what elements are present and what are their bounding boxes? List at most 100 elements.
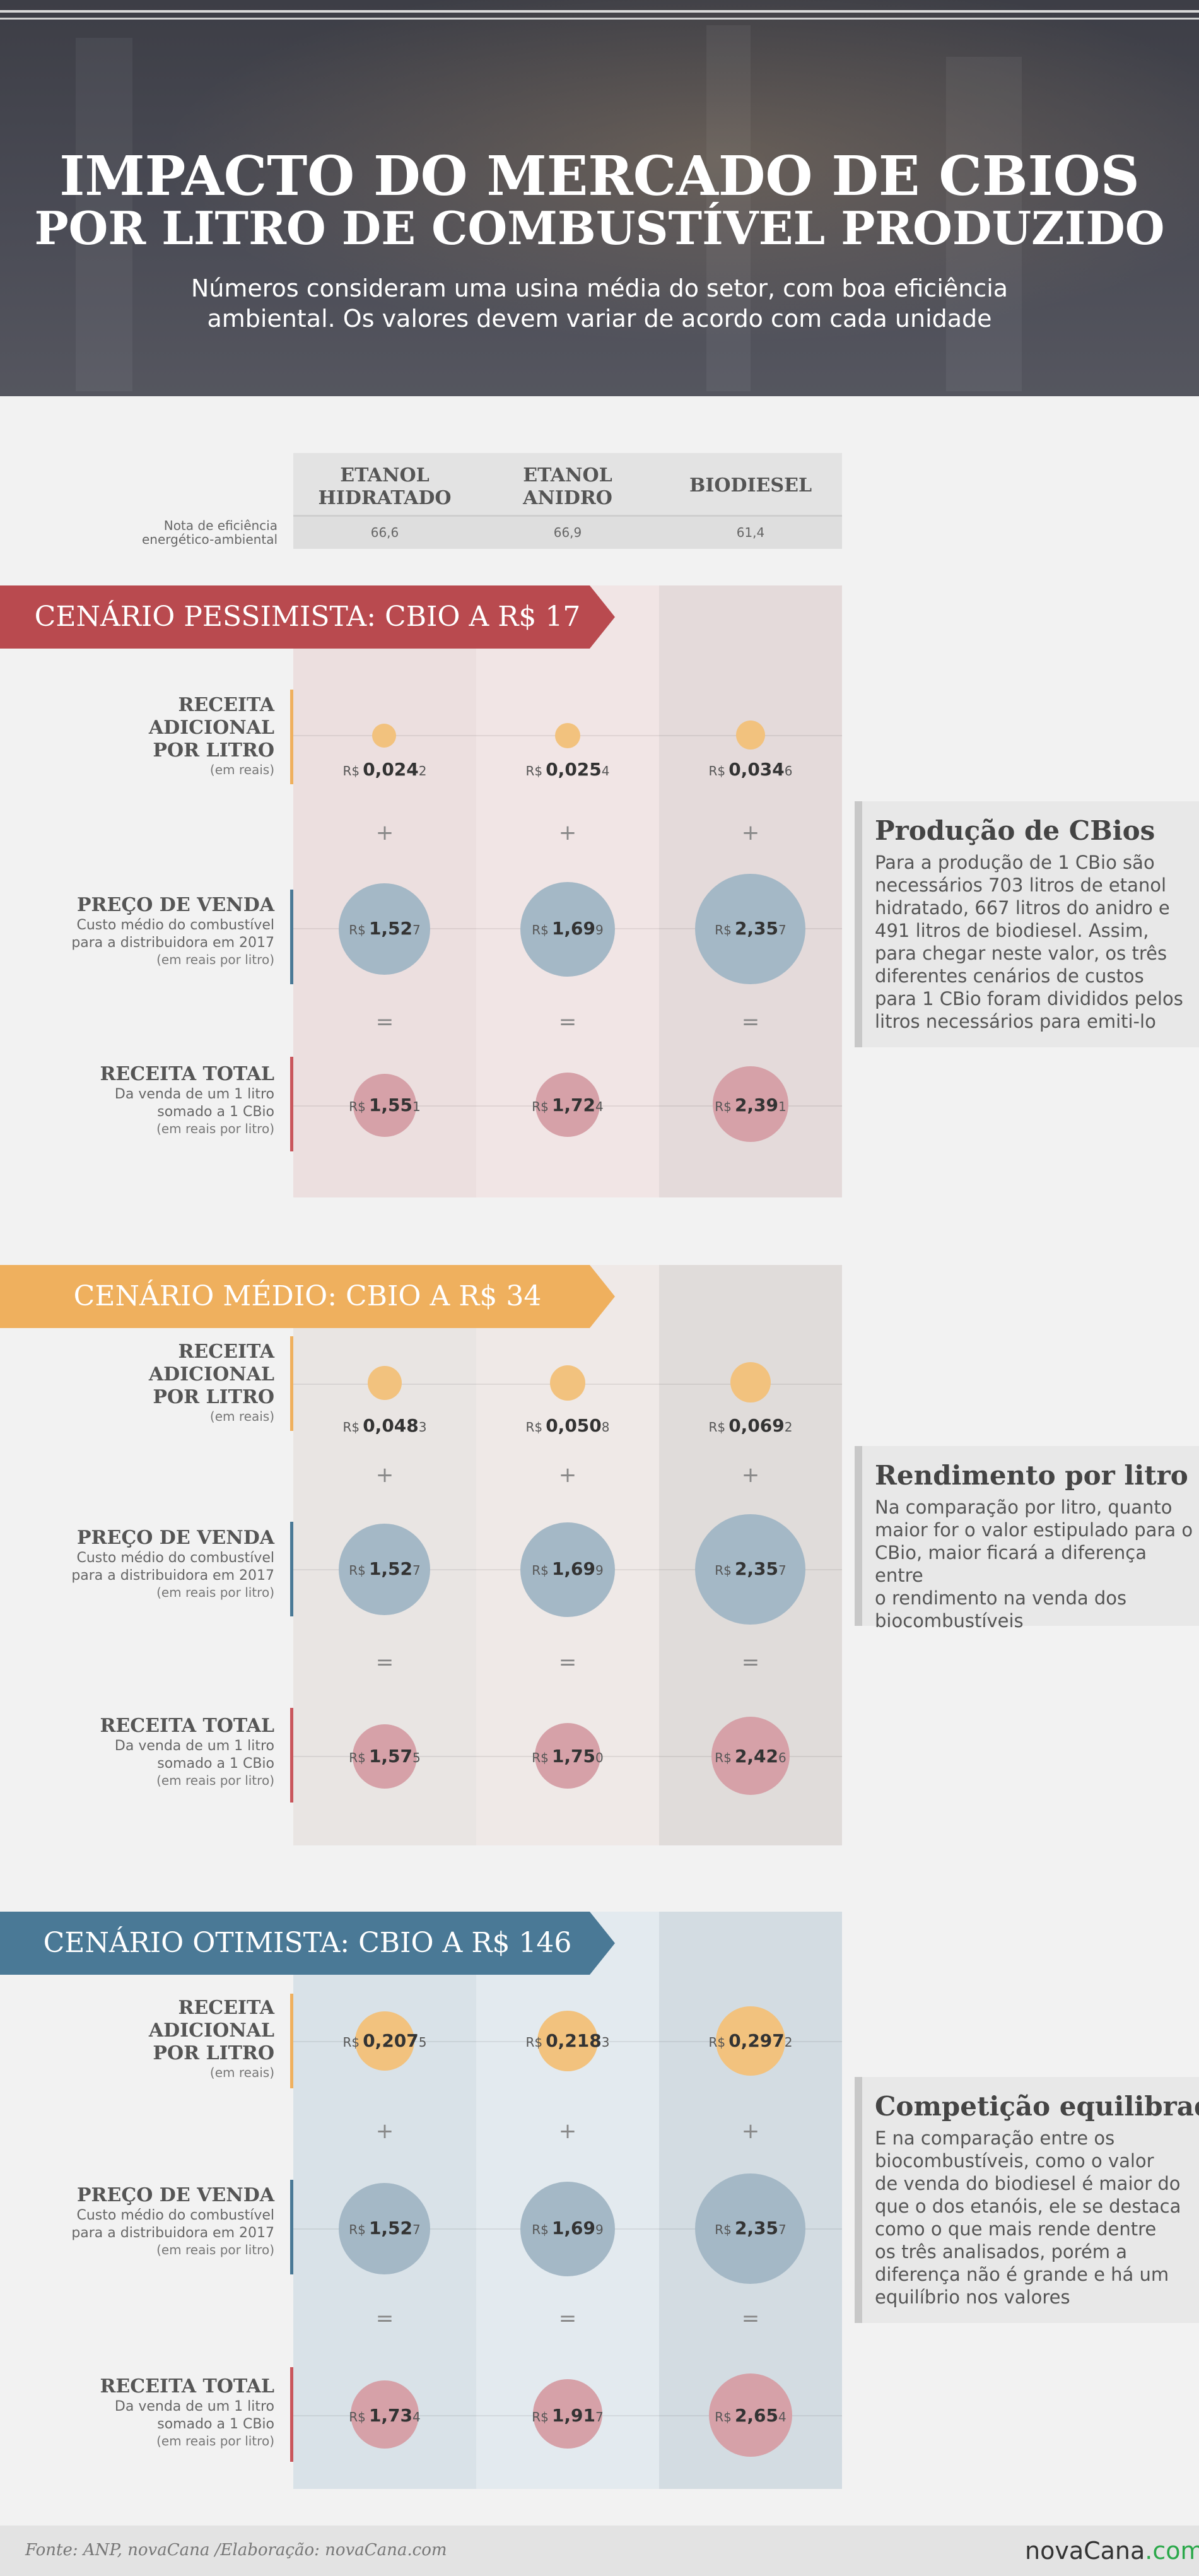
row-label-preco-venda: PREÇO DE VENDA Custo médio do combustíve…	[71, 2184, 274, 2257]
value-label: R$ 2,357	[715, 2218, 787, 2238]
row-label-receita-adicional: RECEITA ADICIONAL POR LITRO (em reais)	[148, 1997, 274, 2080]
background-decoration	[946, 57, 1022, 391]
equals-operator: =	[375, 1009, 394, 1035]
value-circle	[711, 1717, 790, 1795]
side-note-body: Na comparação por litro, quanto maior for…	[875, 1497, 1193, 1632]
side-note-title: Produção de CBios	[875, 815, 1155, 846]
value-label: R$ 0,2183	[525, 2030, 610, 2051]
top-rule	[0, 10, 1199, 13]
value-circle	[353, 1724, 417, 1789]
equals-operator: =	[375, 1650, 394, 1675]
row-indicator-bar	[290, 1708, 293, 1803]
row-indicator-bar	[290, 2180, 293, 2274]
value-circle	[339, 883, 430, 975]
row-label-preco-venda: PREÇO DE VENDA Custo médio do combustíve…	[71, 1527, 274, 1600]
value-label: R$ 1,551	[349, 1095, 421, 1115]
column-header-bg	[293, 453, 842, 516]
value-label: R$ 1,734	[349, 2405, 421, 2426]
row-indicator-bar	[290, 1994, 293, 2088]
plus-operator: +	[558, 2119, 577, 2144]
value-circle	[355, 2011, 414, 2071]
nota-value: 66,6	[370, 525, 399, 540]
value-circle	[533, 2379, 602, 2449]
side-note-producao: Produção de CBios Para a produção de 1 C…	[855, 801, 1199, 1047]
value-label: R$ 1,699	[532, 2218, 604, 2238]
equals-operator: =	[558, 2306, 577, 2331]
value-circle	[339, 1524, 430, 1615]
value-label: R$ 2,654	[715, 2405, 787, 2426]
plus-operator: +	[741, 1462, 760, 1488]
equals-operator: =	[741, 1009, 760, 1035]
value-label: R$ 2,357	[715, 918, 787, 939]
row-label-preco-venda: PREÇO DE VENDA Custo médio do combustíve…	[71, 894, 274, 967]
value-circle	[535, 1073, 600, 1137]
value-label: R$ 0,2972	[708, 2030, 793, 2051]
nota-row-bg	[293, 516, 842, 549]
value-label: R$ 0,0483	[342, 1415, 427, 1436]
side-note-competicao: Competição equilibrada E na comparação e…	[855, 2077, 1199, 2323]
value-circle	[736, 720, 765, 750]
plus-operator: +	[558, 1462, 577, 1488]
column-header-etanol-anidro: ETANOL ANIDRO	[523, 464, 612, 509]
equals-operator: =	[741, 2306, 760, 2331]
row-indicator-bar	[290, 1336, 293, 1431]
value-circle	[351, 2380, 419, 2449]
column-header-etanol-hidratado: ETANOL HIDRATADO	[318, 464, 452, 509]
value-circle	[730, 1362, 771, 1403]
value-circle	[709, 2373, 792, 2457]
value-label: R$ 1,527	[349, 918, 421, 939]
equals-operator: =	[375, 2306, 394, 2331]
value-circle	[713, 1066, 788, 1142]
title-line2: POR LITRO DE COMBUSTÍVEL PRODUZIDO	[34, 201, 1165, 255]
row-label-receita-adicional: RECEITA ADICIONAL POR LITRO (em reais)	[148, 1341, 274, 1424]
plus-operator: +	[741, 2119, 760, 2144]
side-note-title: Competição equilibrada	[875, 2091, 1199, 2122]
value-label: R$ 1,724	[532, 1095, 604, 1115]
value-circle	[372, 724, 396, 748]
plus-operator: +	[741, 820, 760, 845]
row-label-receita-total: RECEITA TOTAL Da venda de um 1 litro som…	[100, 1063, 275, 1136]
value-circle	[555, 723, 580, 748]
side-note-body: Para a produção de 1 CBio são necessários…	[875, 852, 1183, 1032]
row-label-receita-adicional: RECEITA ADICIONAL POR LITRO (em reais)	[148, 694, 274, 777]
subtitle-line2: ambiental. Os valores devem variar de ac…	[207, 305, 992, 332]
row-indicator-bar	[290, 1057, 293, 1151]
side-note-body: E na comparação entre os biocombustíveis,…	[875, 2127, 1181, 2308]
value-circle	[520, 1522, 615, 1617]
side-note-rendimento: Rendimento por litro Na comparação por l…	[855, 1446, 1199, 1632]
value-label: R$ 1,527	[349, 2218, 421, 2238]
value-circle	[716, 2006, 785, 2076]
value-label: R$ 1,750	[532, 1746, 604, 1767]
equals-operator: =	[558, 1650, 577, 1675]
plus-operator: +	[375, 820, 394, 845]
nota-value: 61,4	[736, 525, 765, 540]
value-circle	[535, 1723, 600, 1789]
value-circle	[550, 1365, 585, 1401]
top-rule	[0, 18, 1199, 20]
value-circle	[339, 2183, 430, 2274]
value-label: R$ 2,391	[715, 1095, 787, 1115]
plus-operator: +	[375, 1462, 394, 1488]
row-indicator-bar	[290, 1522, 293, 1616]
plus-operator: +	[375, 2119, 394, 2144]
equals-operator: =	[558, 1009, 577, 1035]
row-label-receita-total: RECEITA TOTAL Da venda de um 1 litro som…	[100, 1715, 275, 1788]
value-label: R$ 1,527	[349, 1558, 421, 1579]
value-label: R$ 0,2075	[342, 2030, 427, 2051]
value-label: R$ 0,0346	[708, 759, 793, 780]
value-circle	[520, 2182, 615, 2276]
value-label: R$ 1,699	[532, 1558, 604, 1579]
footer: Fonte: ANP, novaCana /Elaboração: novaCa…	[0, 2526, 1199, 2576]
nota-value: 66,9	[553, 525, 582, 540]
novacana-logo: novaCana.com	[1025, 2537, 1199, 2565]
divider	[293, 515, 842, 517]
row-label-receita-total: RECEITA TOTAL Da venda de um 1 litro som…	[100, 2375, 275, 2449]
row-indicator-bar	[290, 890, 293, 984]
value-label: R$ 0,0242	[342, 759, 427, 780]
title-line1: IMPACTO DO MERCADO DE CBIOS	[59, 144, 1140, 208]
value-label: R$ 1,575	[349, 1746, 421, 1767]
scenario-banner-pessimista: CENÁRIO PESSIMISTA: CBIO A R$ 17	[0, 585, 615, 649]
value-label: R$ 0,0254	[525, 759, 610, 780]
row-indicator-bar	[290, 2367, 293, 2462]
value-circle	[537, 2011, 598, 2071]
